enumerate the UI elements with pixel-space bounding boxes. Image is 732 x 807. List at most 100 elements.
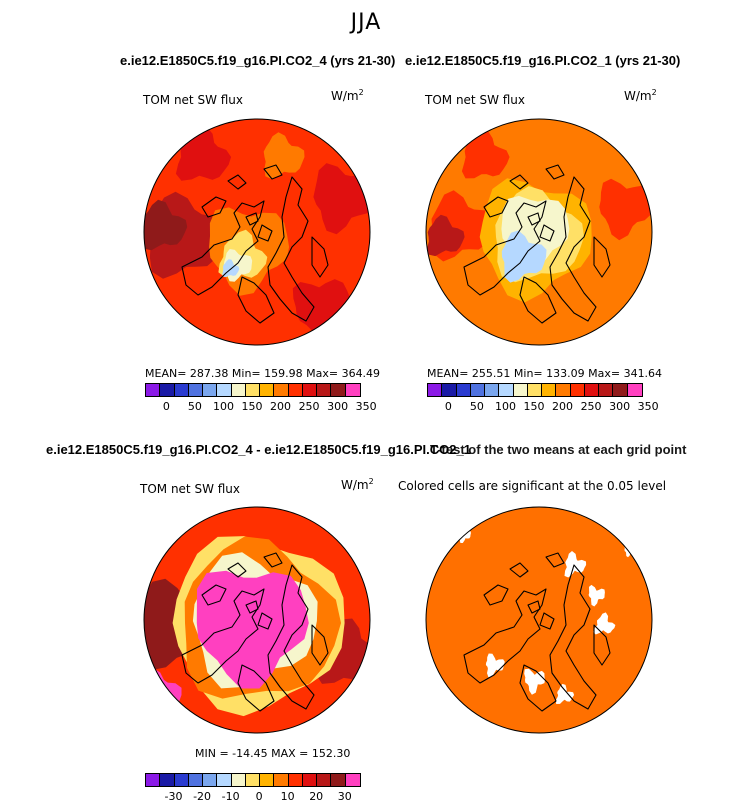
map-boundary (425, 506, 653, 734)
colorbar-box (527, 384, 543, 396)
panel-1-title: e.ie12.E1850C5.f19_g16.PI.CO2_4 (yrs 21-… (120, 53, 396, 68)
colorbar-tick-label: 10 (280, 790, 295, 803)
panel-1-colorbar (145, 383, 361, 397)
contour-region (427, 214, 465, 257)
colorbar-box (570, 384, 585, 396)
colorbar-tick-label: 200 (552, 400, 574, 413)
colorbar-tick-label: 0 (255, 790, 263, 803)
colorbar-box (302, 384, 318, 396)
contour-region (555, 683, 575, 704)
contour-region (461, 130, 510, 179)
colorbar-box (174, 774, 189, 786)
colorbar-box (203, 774, 218, 786)
contour-region (263, 132, 305, 180)
colorbar-box (317, 774, 332, 786)
map-field (144, 119, 370, 345)
colorbar-tick-label: 350 (355, 400, 377, 413)
colorbar-tick-label: -10 (221, 790, 240, 803)
colorbar-box (160, 774, 175, 786)
map-boundary (143, 118, 371, 346)
colorbar-box (231, 384, 246, 396)
contour-region (292, 279, 352, 343)
map-field (426, 119, 652, 345)
panel-3-stats: MIN = -14.45 MAX = 152.30 (195, 747, 351, 760)
panel-1-colorbar-ticks: 0 50 100 150 200 250 300 350 (0, 400, 732, 414)
panel-2-units: W/m2 (624, 88, 657, 103)
colorbar-tick-label: 300 (327, 400, 349, 413)
panel-2-colorbar (427, 383, 643, 397)
panel-2-map (425, 118, 653, 346)
contour-region (599, 178, 652, 241)
season-title: JJA (350, 10, 382, 35)
colorbar-tick-label: 300 (609, 400, 631, 413)
colorbar-box (302, 774, 318, 786)
map-field (426, 507, 652, 733)
contour-region (485, 653, 505, 678)
colorbar-box (188, 384, 204, 396)
panel-3-units: W/m2 (341, 477, 374, 492)
colorbar-box (317, 384, 332, 396)
colorbar-box (613, 384, 628, 396)
colorbar-box (274, 774, 289, 786)
colorbar-tick-label: 150 (241, 400, 263, 413)
panel-1-units: W/m2 (331, 88, 364, 103)
panel-3-variable: TOM net SW flux (140, 482, 241, 496)
panel-1-variable: TOM net SW flux (143, 93, 244, 107)
colorbar-box (542, 384, 557, 396)
colorbar-tick-label: 0 (162, 400, 170, 413)
colorbar-box (513, 384, 528, 396)
colorbar-box (345, 774, 360, 786)
panel-1-stats: MEAN= 287.38 Min= 159.98 Max= 364.49 (145, 367, 381, 380)
colorbar-box (584, 384, 600, 396)
panel-1-map (143, 118, 371, 346)
colorbar-tick-label: 30 (337, 790, 352, 803)
panel-3-colorbar-ticks: -30 -20 -10 0 10 20 30 (0, 790, 732, 804)
panel-2-variable: TOM net SW flux (425, 93, 526, 107)
map-field (144, 507, 370, 733)
colorbar-tick-label: 350 (637, 400, 659, 413)
colorbar-tick-label: 100 (212, 400, 234, 413)
colorbar-box (274, 384, 289, 396)
colorbar-box (485, 384, 500, 396)
colorbar-box (160, 384, 175, 396)
colorbar-box (260, 384, 275, 396)
colorbar-box (331, 384, 346, 396)
colorbar-box (146, 384, 161, 396)
colorbar-tick-label: 100 (494, 400, 516, 413)
colorbar-box (599, 384, 614, 396)
colorbar-box (260, 774, 275, 786)
colorbar-box (470, 384, 486, 396)
colorbar-box (188, 774, 204, 786)
colorbar-tick-label: 150 (523, 400, 545, 413)
colorbar-tick-label: 250 (298, 400, 320, 413)
colorbar-box (442, 384, 457, 396)
colorbar-box (345, 384, 360, 396)
colorbar-box (331, 774, 346, 786)
colorbar-tick-label: 0 (444, 400, 452, 413)
colorbar-tick-label: -20 (193, 790, 212, 803)
panel-3-title: e.ie12.E1850C5.f19_g16.PI.CO2_4 - e.ie12… (46, 442, 471, 457)
colorbar-box (288, 774, 303, 786)
colorbar-tick-label: 50 (469, 400, 484, 413)
contour-region (564, 551, 587, 578)
colorbar-box (245, 774, 261, 786)
contour-region (426, 507, 652, 733)
colorbar-box (231, 774, 246, 786)
panel-2-colorbar-ticks: 0 50 100 150 200 250 300 350 (0, 400, 732, 414)
colorbar-box (146, 774, 161, 786)
colorbar-box (428, 384, 443, 396)
colorbar-tick-label: 200 (270, 400, 292, 413)
colorbar-box (245, 384, 261, 396)
panel-4-note: Colored cells are significant at the 0.0… (398, 479, 667, 493)
colorbar-tick-label: 250 (580, 400, 602, 413)
colorbar-box (174, 384, 189, 396)
colorbar-box (627, 384, 642, 396)
colorbar-box (288, 384, 303, 396)
panel-2-stats: MEAN= 255.51 Min= 133.09 Max= 341.64 (427, 367, 663, 380)
map-boundary (425, 118, 653, 346)
contour-region (588, 584, 605, 607)
colorbar-box (203, 384, 218, 396)
colorbar-box (556, 384, 571, 396)
colorbar-box (499, 384, 514, 396)
colorbar-tick-label: 50 (187, 400, 202, 413)
